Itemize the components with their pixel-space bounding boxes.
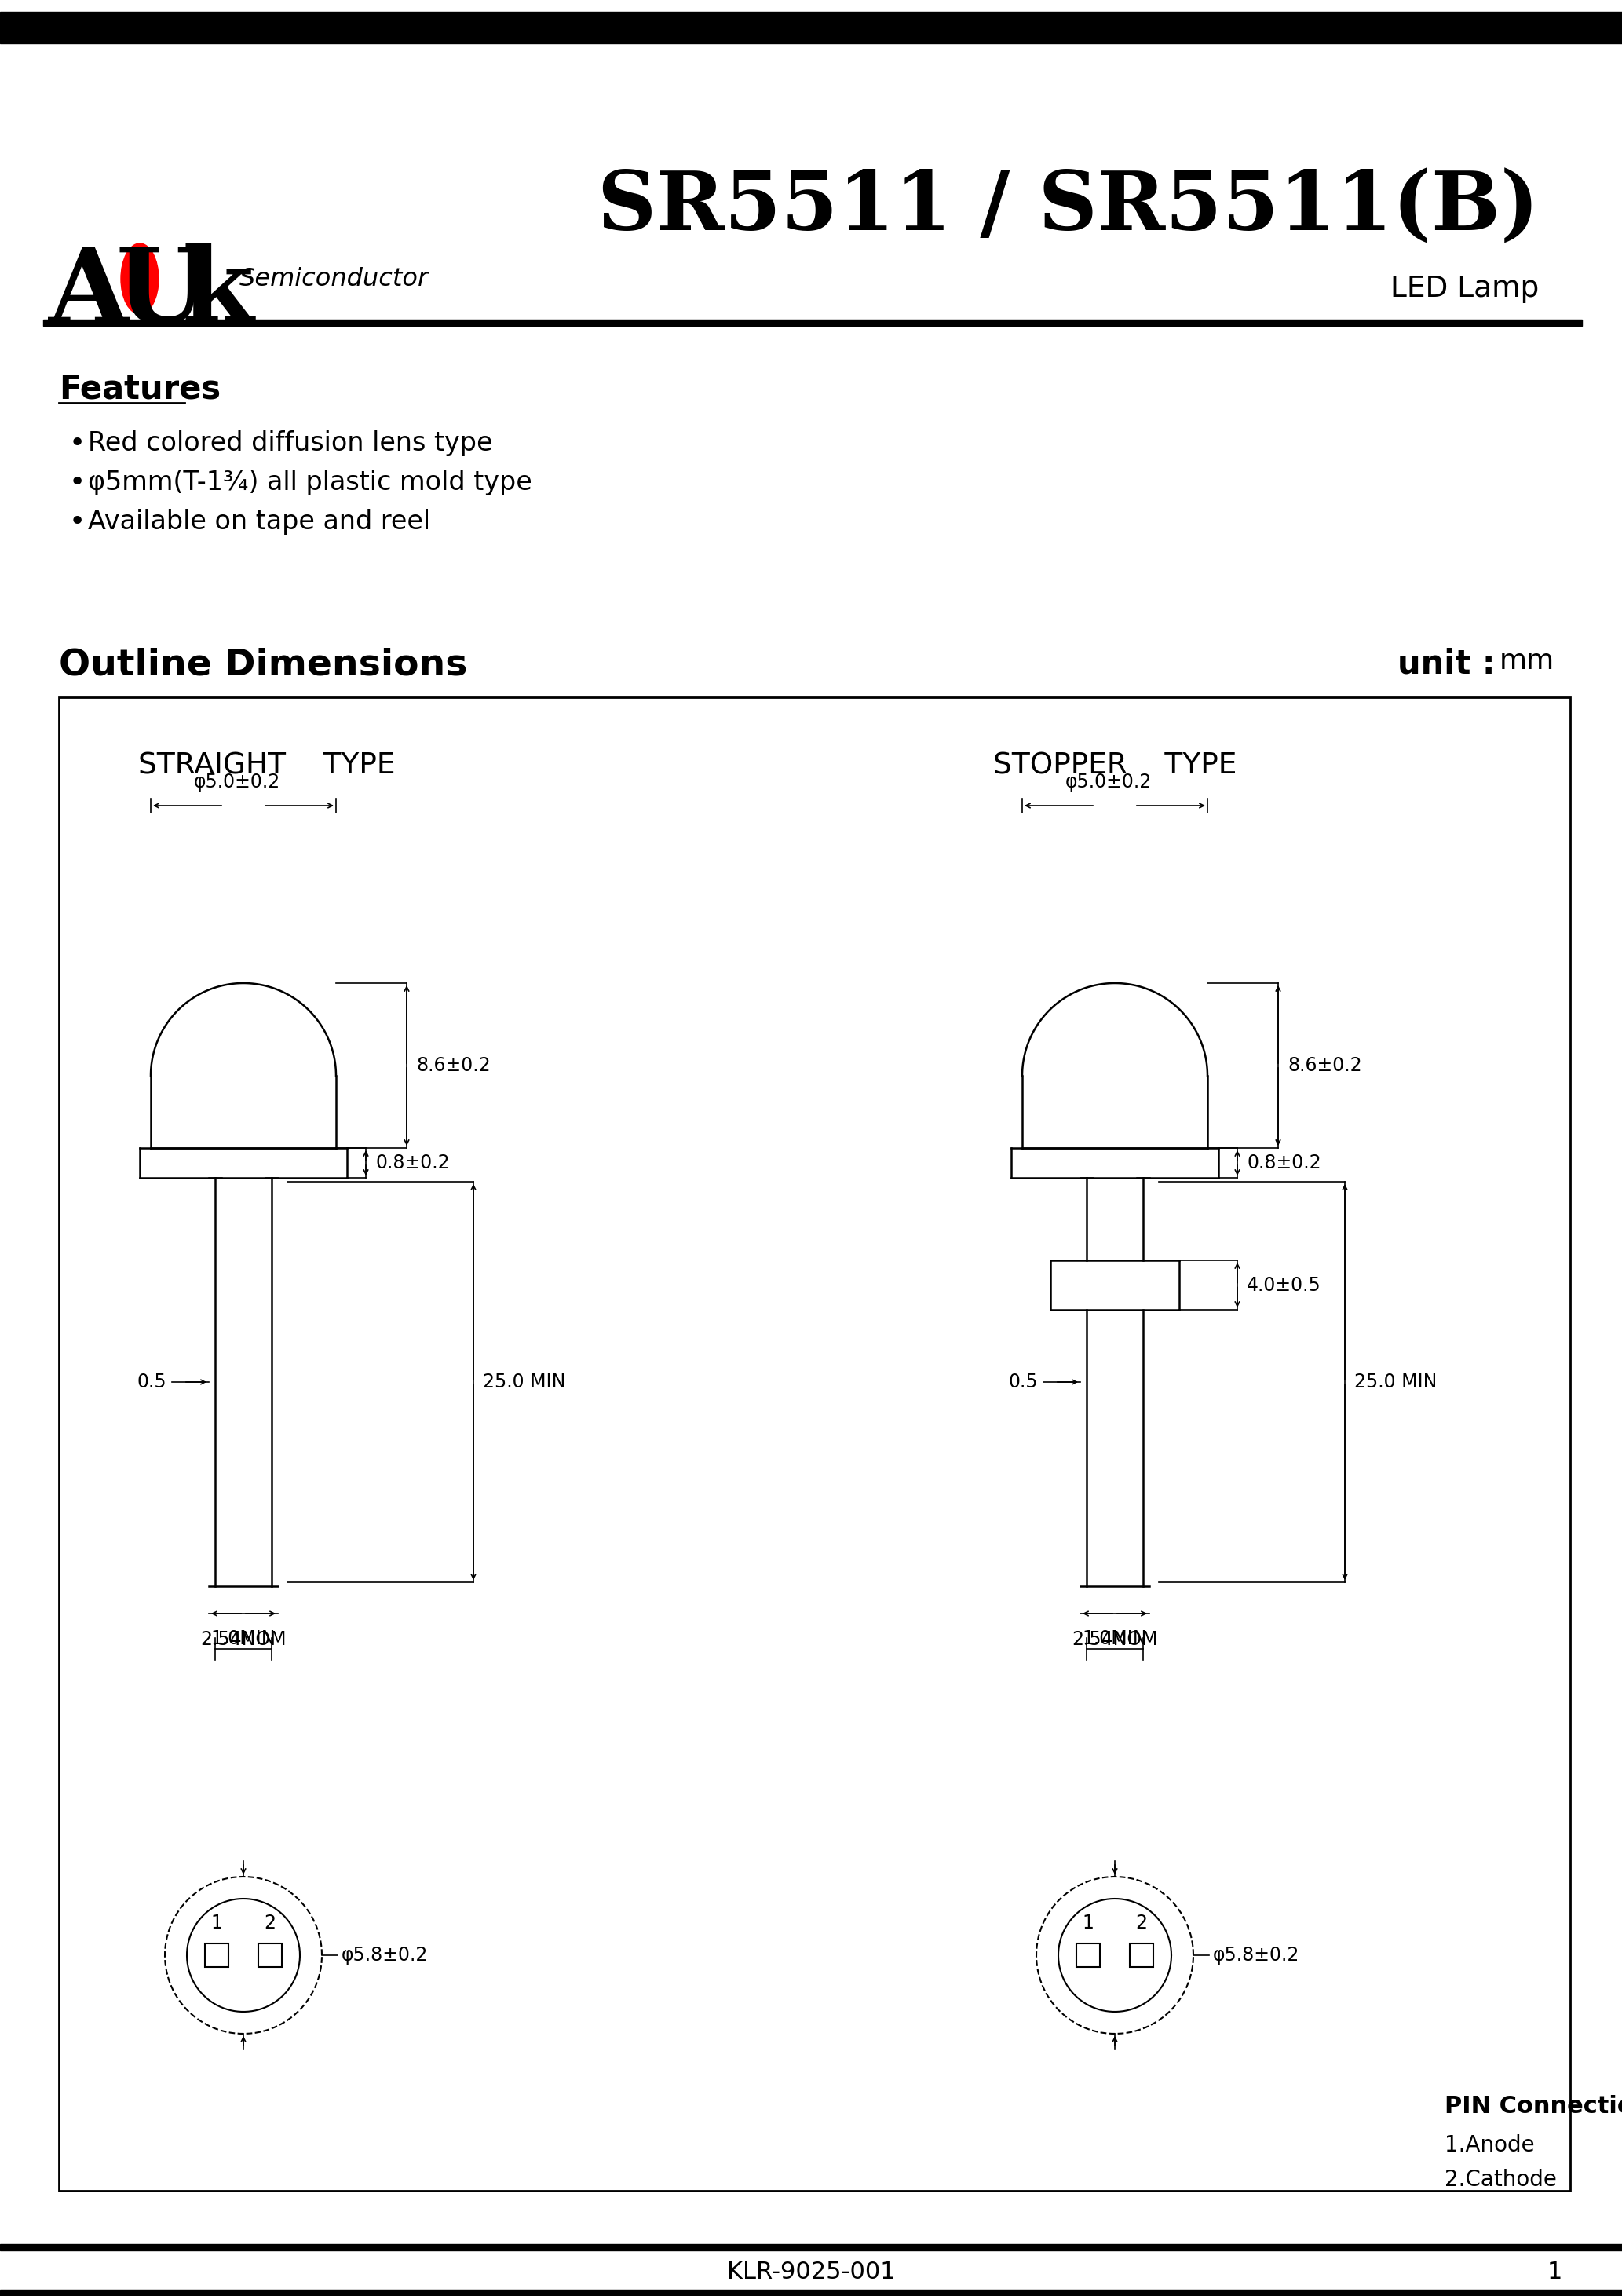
Ellipse shape bbox=[122, 243, 159, 315]
Bar bbox=[258, 1942, 282, 1968]
Text: 0.5: 0.5 bbox=[136, 1373, 167, 1391]
Text: 2: 2 bbox=[1135, 1913, 1147, 1933]
Text: 2: 2 bbox=[264, 1913, 276, 1933]
Text: 0.8±0.2: 0.8±0.2 bbox=[375, 1153, 449, 1173]
Text: Semiconductor: Semiconductor bbox=[240, 266, 428, 292]
Text: •: • bbox=[70, 510, 86, 535]
Text: k: k bbox=[182, 243, 255, 344]
Bar bbox=[204, 1942, 229, 1968]
Text: 1.Anode: 1.Anode bbox=[1445, 2135, 1534, 2156]
Text: 1.0MIN: 1.0MIN bbox=[211, 1630, 276, 1649]
Text: 2.Cathode: 2.Cathode bbox=[1445, 2170, 1557, 2190]
Text: Red colored diffusion lens type: Red colored diffusion lens type bbox=[88, 429, 493, 457]
Bar bbox=[1131, 1942, 1153, 1968]
Text: 0.5: 0.5 bbox=[1009, 1373, 1038, 1391]
Text: 8.6±0.2: 8.6±0.2 bbox=[1288, 1056, 1362, 1075]
Text: STOPPER    TYPE: STOPPER TYPE bbox=[993, 753, 1236, 781]
Text: 4.0±0.5: 4.0±0.5 bbox=[1247, 1277, 1320, 1295]
Bar bbox=[0, 11, 1622, 44]
Bar bbox=[1077, 1942, 1100, 1968]
Text: SR5511 / SR5511(B): SR5511 / SR5511(B) bbox=[597, 168, 1539, 248]
Text: Features: Features bbox=[58, 372, 221, 406]
Text: 8.6±0.2: 8.6±0.2 bbox=[417, 1056, 490, 1075]
Text: 2.54NOM: 2.54NOM bbox=[1072, 1630, 1158, 1649]
Text: φ5.0±0.2: φ5.0±0.2 bbox=[193, 774, 281, 792]
Bar bbox=[0, 2243, 1622, 2250]
Text: 1.0MIN: 1.0MIN bbox=[1082, 1630, 1147, 1649]
Text: 25.0 MIN: 25.0 MIN bbox=[1354, 1373, 1437, 1391]
Bar bbox=[0, 2289, 1622, 2296]
Text: 0.8±0.2: 0.8±0.2 bbox=[1247, 1153, 1320, 1173]
Text: PIN Connections: PIN Connections bbox=[1445, 2094, 1622, 2117]
Bar bbox=[44, 319, 1581, 326]
Text: Available on tape and reel: Available on tape and reel bbox=[88, 510, 430, 535]
Text: unit :: unit : bbox=[1398, 647, 1495, 682]
Text: 25.0 MIN: 25.0 MIN bbox=[483, 1373, 566, 1391]
Text: φ5mm(T-1¾) all plastic mold type: φ5mm(T-1¾) all plastic mold type bbox=[88, 471, 532, 496]
Text: 1: 1 bbox=[211, 1913, 222, 1933]
Text: A: A bbox=[49, 243, 130, 344]
Bar bbox=[58, 698, 1570, 2190]
Text: 1: 1 bbox=[1547, 2259, 1562, 2282]
Text: U: U bbox=[117, 243, 206, 344]
Text: STRAIGHT    TYPE: STRAIGHT TYPE bbox=[138, 753, 396, 781]
Text: φ5.8±0.2: φ5.8±0.2 bbox=[1213, 1945, 1299, 1965]
Text: •: • bbox=[70, 471, 86, 496]
Text: 2.54NOM: 2.54NOM bbox=[201, 1630, 287, 1649]
Text: KLR-9025-001: KLR-9025-001 bbox=[727, 2259, 895, 2282]
Text: •: • bbox=[70, 429, 86, 457]
Text: φ5.0±0.2: φ5.0±0.2 bbox=[1066, 774, 1152, 792]
Text: LED Lamp: LED Lamp bbox=[1390, 276, 1539, 303]
Text: φ5.8±0.2: φ5.8±0.2 bbox=[342, 1945, 428, 1965]
Text: mm: mm bbox=[1499, 647, 1554, 675]
Text: 1: 1 bbox=[1082, 1913, 1093, 1933]
Text: Outline Dimensions: Outline Dimensions bbox=[58, 647, 467, 684]
